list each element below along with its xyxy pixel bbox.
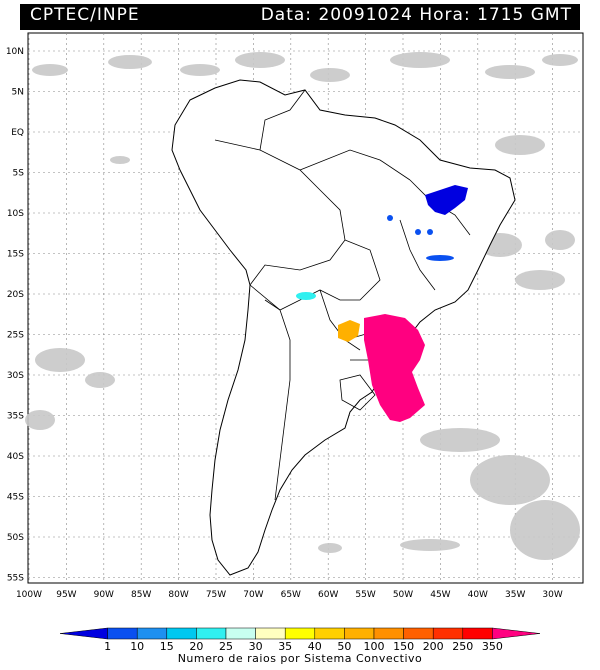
lat-label: 50S	[7, 533, 24, 543]
legend-tick: 100	[364, 640, 385, 653]
lon-label: 95W	[56, 590, 76, 600]
storm-ne-brazil	[425, 185, 468, 215]
lon-label: 75W	[206, 590, 226, 600]
legend-tick: 200	[423, 640, 444, 653]
lon-label: 30W	[542, 590, 562, 600]
legend-swatch	[373, 627, 404, 640]
lat-label: 10S	[7, 209, 24, 219]
storm-minas	[426, 255, 454, 261]
lightning-legend	[59, 627, 541, 640]
lat-label: EQ	[11, 128, 24, 138]
lon-label: 50W	[393, 590, 413, 600]
legend-tick: 40	[308, 640, 322, 653]
source-label: CPTEC/INPE	[30, 5, 140, 25]
legend-title: Numero de raios por Sistema Convectivo	[177, 652, 423, 665]
lon-label: 70W	[243, 590, 263, 600]
country-borders	[214, 89, 471, 501]
lat-label: 45S	[7, 493, 24, 503]
legend-swatch	[403, 627, 434, 640]
legend-swatch	[225, 627, 256, 640]
legend-swatch	[136, 627, 168, 640]
legend-swatch	[492, 627, 541, 640]
lat-label: 30S	[7, 371, 24, 381]
lon-label: 55W	[355, 590, 375, 600]
legend-tick: 250	[452, 640, 473, 653]
lat-label: 25S	[7, 331, 24, 341]
legend-swatch	[255, 627, 286, 640]
lon-label: 35W	[505, 590, 525, 600]
map-header: CPTEC/INPE Data: 20091024 Hora: 1715 GMT	[20, 4, 580, 30]
storm-bolivia	[296, 292, 316, 300]
legend-swatch	[462, 627, 493, 640]
lon-label: 60W	[318, 590, 338, 600]
legend-swatch	[196, 627, 227, 640]
legend-tick: 350	[482, 640, 503, 653]
lon-label: 80W	[168, 590, 188, 600]
lon-label: 65W	[281, 590, 301, 600]
legend-swatch	[107, 627, 138, 640]
storm-paraguay	[338, 320, 360, 342]
lat-label: 15S	[7, 250, 24, 260]
legend-swatch	[344, 627, 375, 640]
legend-tick-labels: 1 10 15 20 25 30 35 40 50 100 150 200 250 350	[104, 640, 503, 653]
lon-label: 45W	[430, 590, 450, 600]
legend-tick: 10	[130, 640, 144, 653]
longitude-labels: 100W 95W 90W 85W 80W 75W 70W 65W 60W 55W 50W 45W 40W…	[16, 590, 563, 600]
storm-south-brazil	[364, 314, 425, 422]
legend-swatch	[432, 627, 464, 640]
legend-tick: 25	[219, 640, 233, 653]
storm-goias-2	[415, 229, 421, 235]
convective-systems	[296, 185, 468, 422]
lon-label: 100W	[16, 590, 42, 600]
lat-label: 5N	[12, 88, 24, 98]
lon-label: 40W	[468, 590, 488, 600]
legend-tick: 150	[393, 640, 414, 653]
legend-tick: 15	[160, 640, 174, 653]
latitude-labels: 10N 5N EQ 5S 10S 15S 20S 25S 30S 35S 40S 45S 50S 55S	[6, 47, 24, 584]
lat-label: 5S	[13, 169, 25, 179]
lat-label: 40S	[7, 452, 24, 462]
storm-goias	[387, 215, 393, 221]
lon-label: 85W	[131, 590, 151, 600]
lat-label: 10N	[6, 47, 24, 57]
datetime-label: Data: 20091024 Hora: 1715 GMT	[260, 5, 572, 25]
legend-tick: 20	[189, 640, 203, 653]
lat-label: 55S	[7, 574, 24, 584]
legend-tick: 30	[249, 640, 263, 653]
lat-label: 20S	[7, 290, 24, 300]
storm-goias-3	[427, 229, 433, 235]
legend-tick: 35	[278, 640, 292, 653]
legend-swatch	[59, 627, 108, 640]
legend-swatch	[314, 627, 345, 640]
lat-label: 35S	[7, 412, 24, 422]
legend-tick: 1	[104, 640, 111, 653]
legend-tick: 50	[337, 640, 351, 653]
legend-swatch	[166, 627, 197, 640]
legend-swatch	[284, 627, 316, 640]
lon-label: 90W	[94, 590, 114, 600]
